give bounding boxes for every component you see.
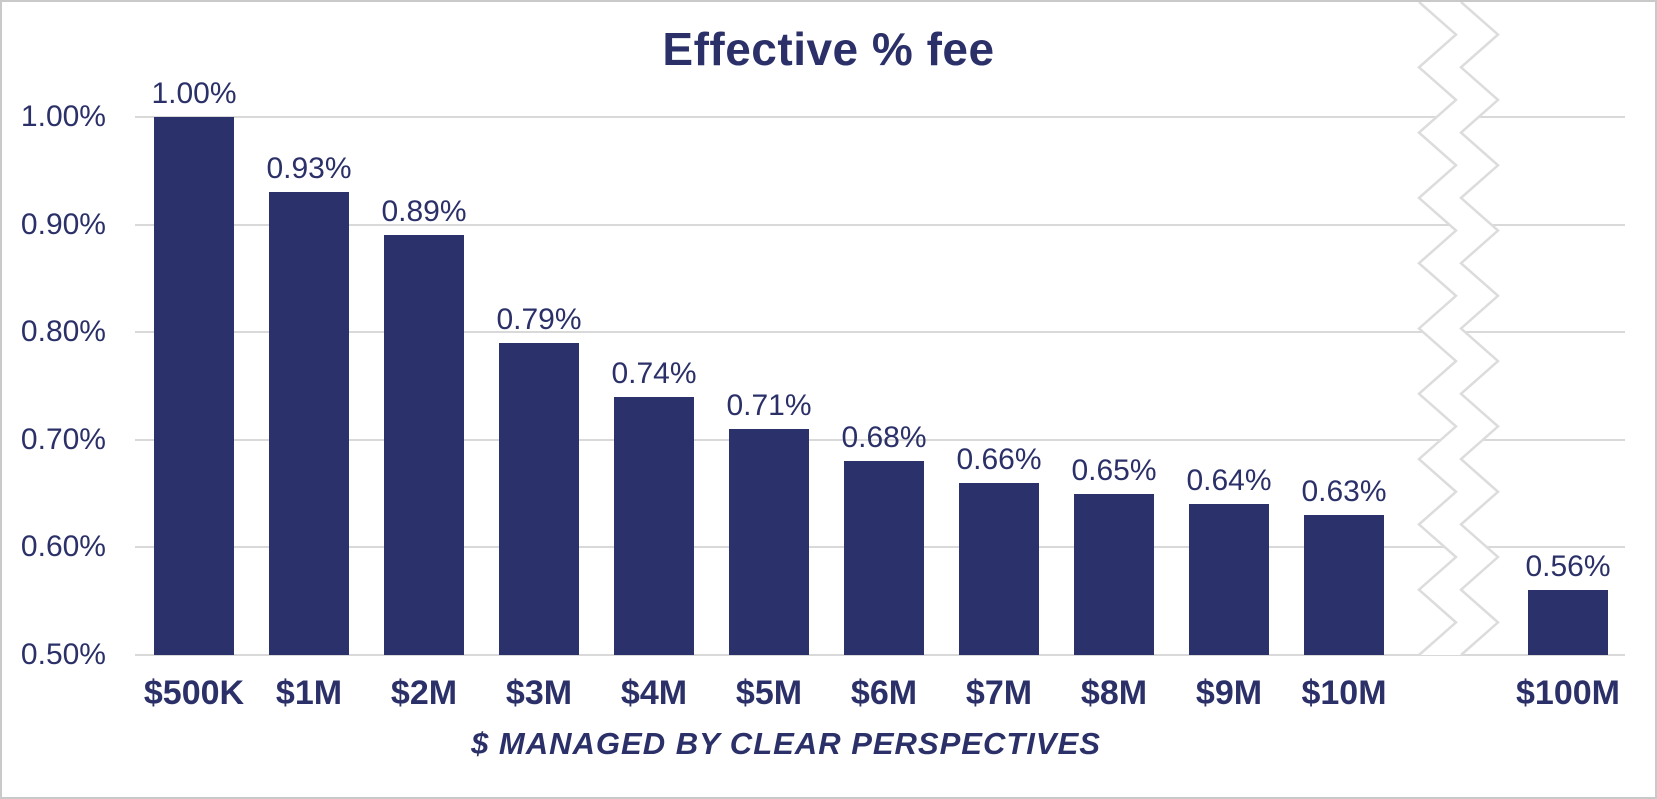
bar-value-label-9m: 0.64% (1186, 464, 1272, 498)
bar-4m (614, 396, 694, 655)
x-category-label-9m: $9M (1195, 674, 1263, 712)
x-axis-title: $ MANAGED BY CLEAR PERSPECTIVES (471, 726, 1101, 761)
bar-500k (154, 117, 234, 655)
bar-10m (1304, 515, 1384, 655)
bar-value-label-3m: 0.79% (496, 303, 582, 336)
x-category-label-1m: $1M (275, 674, 343, 712)
bar-value-label-1m: 0.93% (266, 152, 352, 186)
x-category-label-10m: $10M (1301, 674, 1387, 712)
bar-5m (729, 429, 809, 655)
gridline-0.90 (135, 224, 1625, 226)
y-tick-label: 0.50% (20, 638, 106, 671)
bar-value-label-5m: 0.71% (726, 389, 812, 422)
y-tick-label: 0.60% (20, 530, 106, 563)
bar-value-label-100m: 0.56% (1525, 550, 1611, 584)
bar-value-label-2m: 0.89% (381, 195, 467, 229)
y-tick-label: 0.70% (20, 423, 106, 456)
bar-2m (384, 235, 464, 655)
x-category-label-8m: $8M (1080, 674, 1148, 712)
y-tick-label: 1.00% (20, 100, 106, 133)
x-category-label-3m: $3M (505, 674, 573, 712)
gridline-1.00 (135, 116, 1625, 118)
bar-7m (959, 482, 1039, 655)
bar-8m (1074, 493, 1154, 655)
bar-6m (844, 461, 924, 655)
x-category-label-4m: $4M (620, 674, 688, 712)
bar-value-label-4m: 0.74% (611, 356, 697, 390)
y-tick-label: 0.90% (20, 208, 106, 241)
x-category-label-7m: $7M (965, 674, 1033, 712)
gridline-0.50 (135, 654, 1625, 656)
gridline-0.80 (135, 331, 1625, 333)
x-category-label-2m: $2M (390, 674, 458, 712)
y-tick-label: 0.80% (20, 315, 106, 348)
bar-3m (499, 343, 579, 655)
bar-value-label-8m: 0.65% (1071, 453, 1157, 487)
x-category-label-500k: $500K (143, 674, 245, 712)
bar-value-label-7m: 0.66% (956, 442, 1042, 476)
gridline-0.70 (135, 439, 1625, 441)
bar-100m (1528, 590, 1608, 655)
bar-9m (1189, 504, 1269, 655)
x-category-label-5m: $5M (735, 674, 803, 712)
bar-value-label-500k: 1.00% (151, 77, 237, 110)
bar-value-label-10m: 0.63% (1301, 475, 1387, 509)
x-category-label-6m: $6M (850, 674, 918, 712)
bar-1m (269, 192, 349, 655)
chart-title: Effective % fee (662, 23, 995, 75)
bar-value-label-6m: 0.68% (841, 421, 927, 455)
x-category-label-100m: $100M (1516, 674, 1620, 712)
